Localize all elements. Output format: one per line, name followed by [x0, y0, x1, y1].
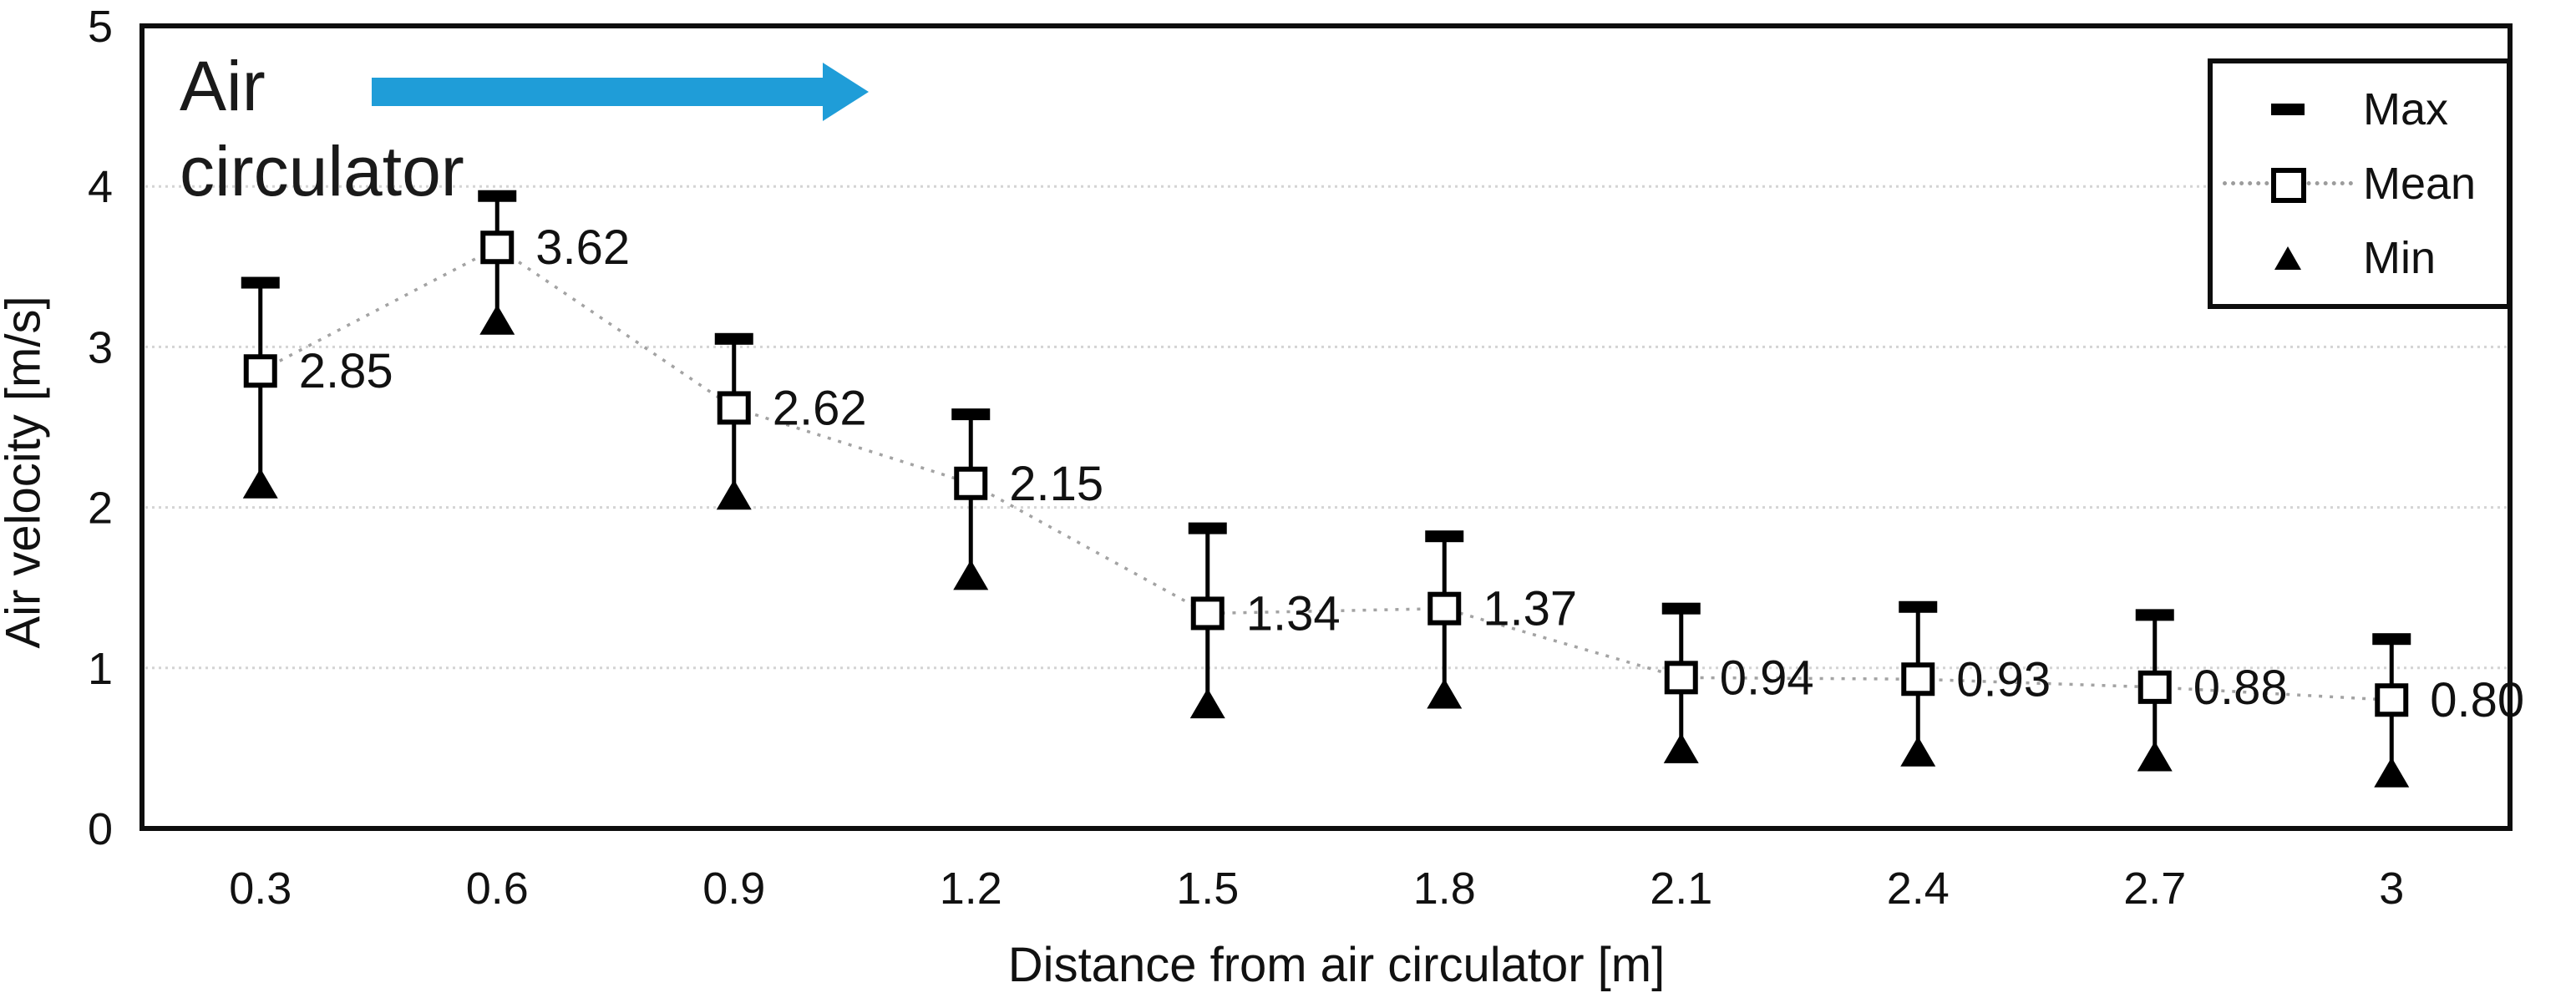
- x-tick-2.1: 2.1: [1650, 864, 1712, 914]
- max-marker: [714, 332, 753, 345]
- data-point-0.6: 3.62: [478, 190, 630, 335]
- data-point-0.3: 2.85: [241, 276, 393, 499]
- data-point-1.5: 1.34: [1188, 522, 1341, 719]
- y-tick-1: 1: [88, 644, 113, 694]
- legend-label-mean: Mean: [2363, 158, 2477, 209]
- max-marker: [1899, 600, 1938, 613]
- mean-data-label: 0.88: [2193, 661, 2288, 715]
- min-marker: [2137, 741, 2173, 772]
- mean-marker: [954, 466, 988, 500]
- legend-label-max: Max: [2363, 84, 2449, 134]
- max-marker: [1188, 522, 1227, 534]
- legend-item-mean: Mean: [2213, 158, 2507, 210]
- data-point-1.2: 2.15: [951, 408, 1103, 590]
- min-marker: [479, 304, 515, 335]
- data-point-0.9: 2.62: [714, 332, 867, 510]
- annotation-line2: circulator: [180, 132, 464, 211]
- min-marker: [242, 468, 278, 499]
- x-tick-1.5: 1.5: [1176, 864, 1239, 914]
- y-axis-title: Air velocity [m/s]: [0, 296, 51, 649]
- max-marker: [951, 408, 991, 421]
- min-marker: [953, 560, 989, 590]
- min-marker: [1189, 688, 1225, 719]
- y-tick-3: 3: [88, 322, 113, 372]
- max-marker: [2372, 633, 2411, 646]
- annotation-line1: Air: [180, 47, 266, 125]
- max-marker: [478, 190, 517, 202]
- mean-data-label: 3.62: [535, 220, 630, 275]
- mean-marker: [1190, 596, 1225, 631]
- legend-item-min: Min: [2213, 232, 2507, 284]
- mean-data-label: 2.62: [773, 381, 867, 435]
- max-marker: [2135, 609, 2174, 621]
- x-tick-2.4: 2.4: [1887, 864, 1950, 914]
- mean-marker: [2375, 683, 2409, 717]
- x-tick-1.8: 1.8: [1413, 864, 1476, 914]
- x-axis-title: Distance from air circulator [m]: [1007, 938, 1666, 992]
- x-tick-1.2: 1.2: [940, 864, 1002, 914]
- min-marker: [1427, 678, 1463, 709]
- x-tick-0.6: 0.6: [466, 864, 529, 914]
- data-point-2.7: 0.88: [2135, 609, 2288, 772]
- x-tick-0.9: 0.9: [702, 864, 765, 914]
- mean-data-label: 2.15: [1009, 457, 1103, 511]
- max-dash-icon: [2213, 103, 2363, 115]
- plot-border: [139, 23, 2513, 831]
- min-marker: [1900, 736, 1936, 767]
- air-flow-arrow-icon: [372, 63, 869, 121]
- min-triangle-icon: [2213, 246, 2363, 271]
- data-point-3: 0.80: [2372, 633, 2524, 788]
- x-tick-3: 3: [2379, 864, 2404, 914]
- min-marker: [716, 479, 752, 510]
- min-marker: [1663, 732, 1699, 763]
- data-point-1.8: 1.37: [1425, 530, 1577, 709]
- mean-marker: [717, 391, 751, 425]
- max-marker: [1661, 602, 1701, 615]
- mean-data-label: 0.93: [1956, 652, 2051, 707]
- max-marker: [1425, 530, 1464, 543]
- x-tick-0.3: 0.3: [229, 864, 292, 914]
- legend-item-max: Max: [2213, 84, 2507, 135]
- min-marker: [2374, 757, 2410, 788]
- mean-marker: [243, 354, 277, 388]
- y-tick-4: 4: [88, 162, 113, 212]
- mean-marker: [1901, 662, 1935, 697]
- mean-data-label: 1.37: [1483, 582, 1577, 636]
- mean-square-icon: [2213, 168, 2363, 204]
- mean-marker: [480, 230, 515, 265]
- mean-marker: [1664, 661, 1698, 695]
- y-tick-5: 5: [88, 2, 113, 52]
- air-circulator-annotation: Air circulator: [180, 43, 464, 215]
- mean-marker: [2137, 670, 2172, 704]
- mean-data-label: 0.94: [1720, 651, 1814, 705]
- y-tick-2: 2: [88, 484, 113, 534]
- data-point-2.1: 0.94: [1661, 602, 1814, 763]
- x-tick-2.7: 2.7: [2123, 864, 2186, 914]
- legend: Max Mean Min: [2208, 58, 2512, 309]
- mean-data-label: 2.85: [299, 344, 393, 398]
- mean-marker: [1427, 591, 1462, 626]
- mean-data-label: 1.34: [1246, 586, 1341, 641]
- data-point-2.4: 0.93: [1899, 600, 2051, 767]
- max-marker: [241, 276, 280, 289]
- y-tick-0: 0: [88, 804, 113, 854]
- legend-label-min: Min: [2363, 233, 2437, 284]
